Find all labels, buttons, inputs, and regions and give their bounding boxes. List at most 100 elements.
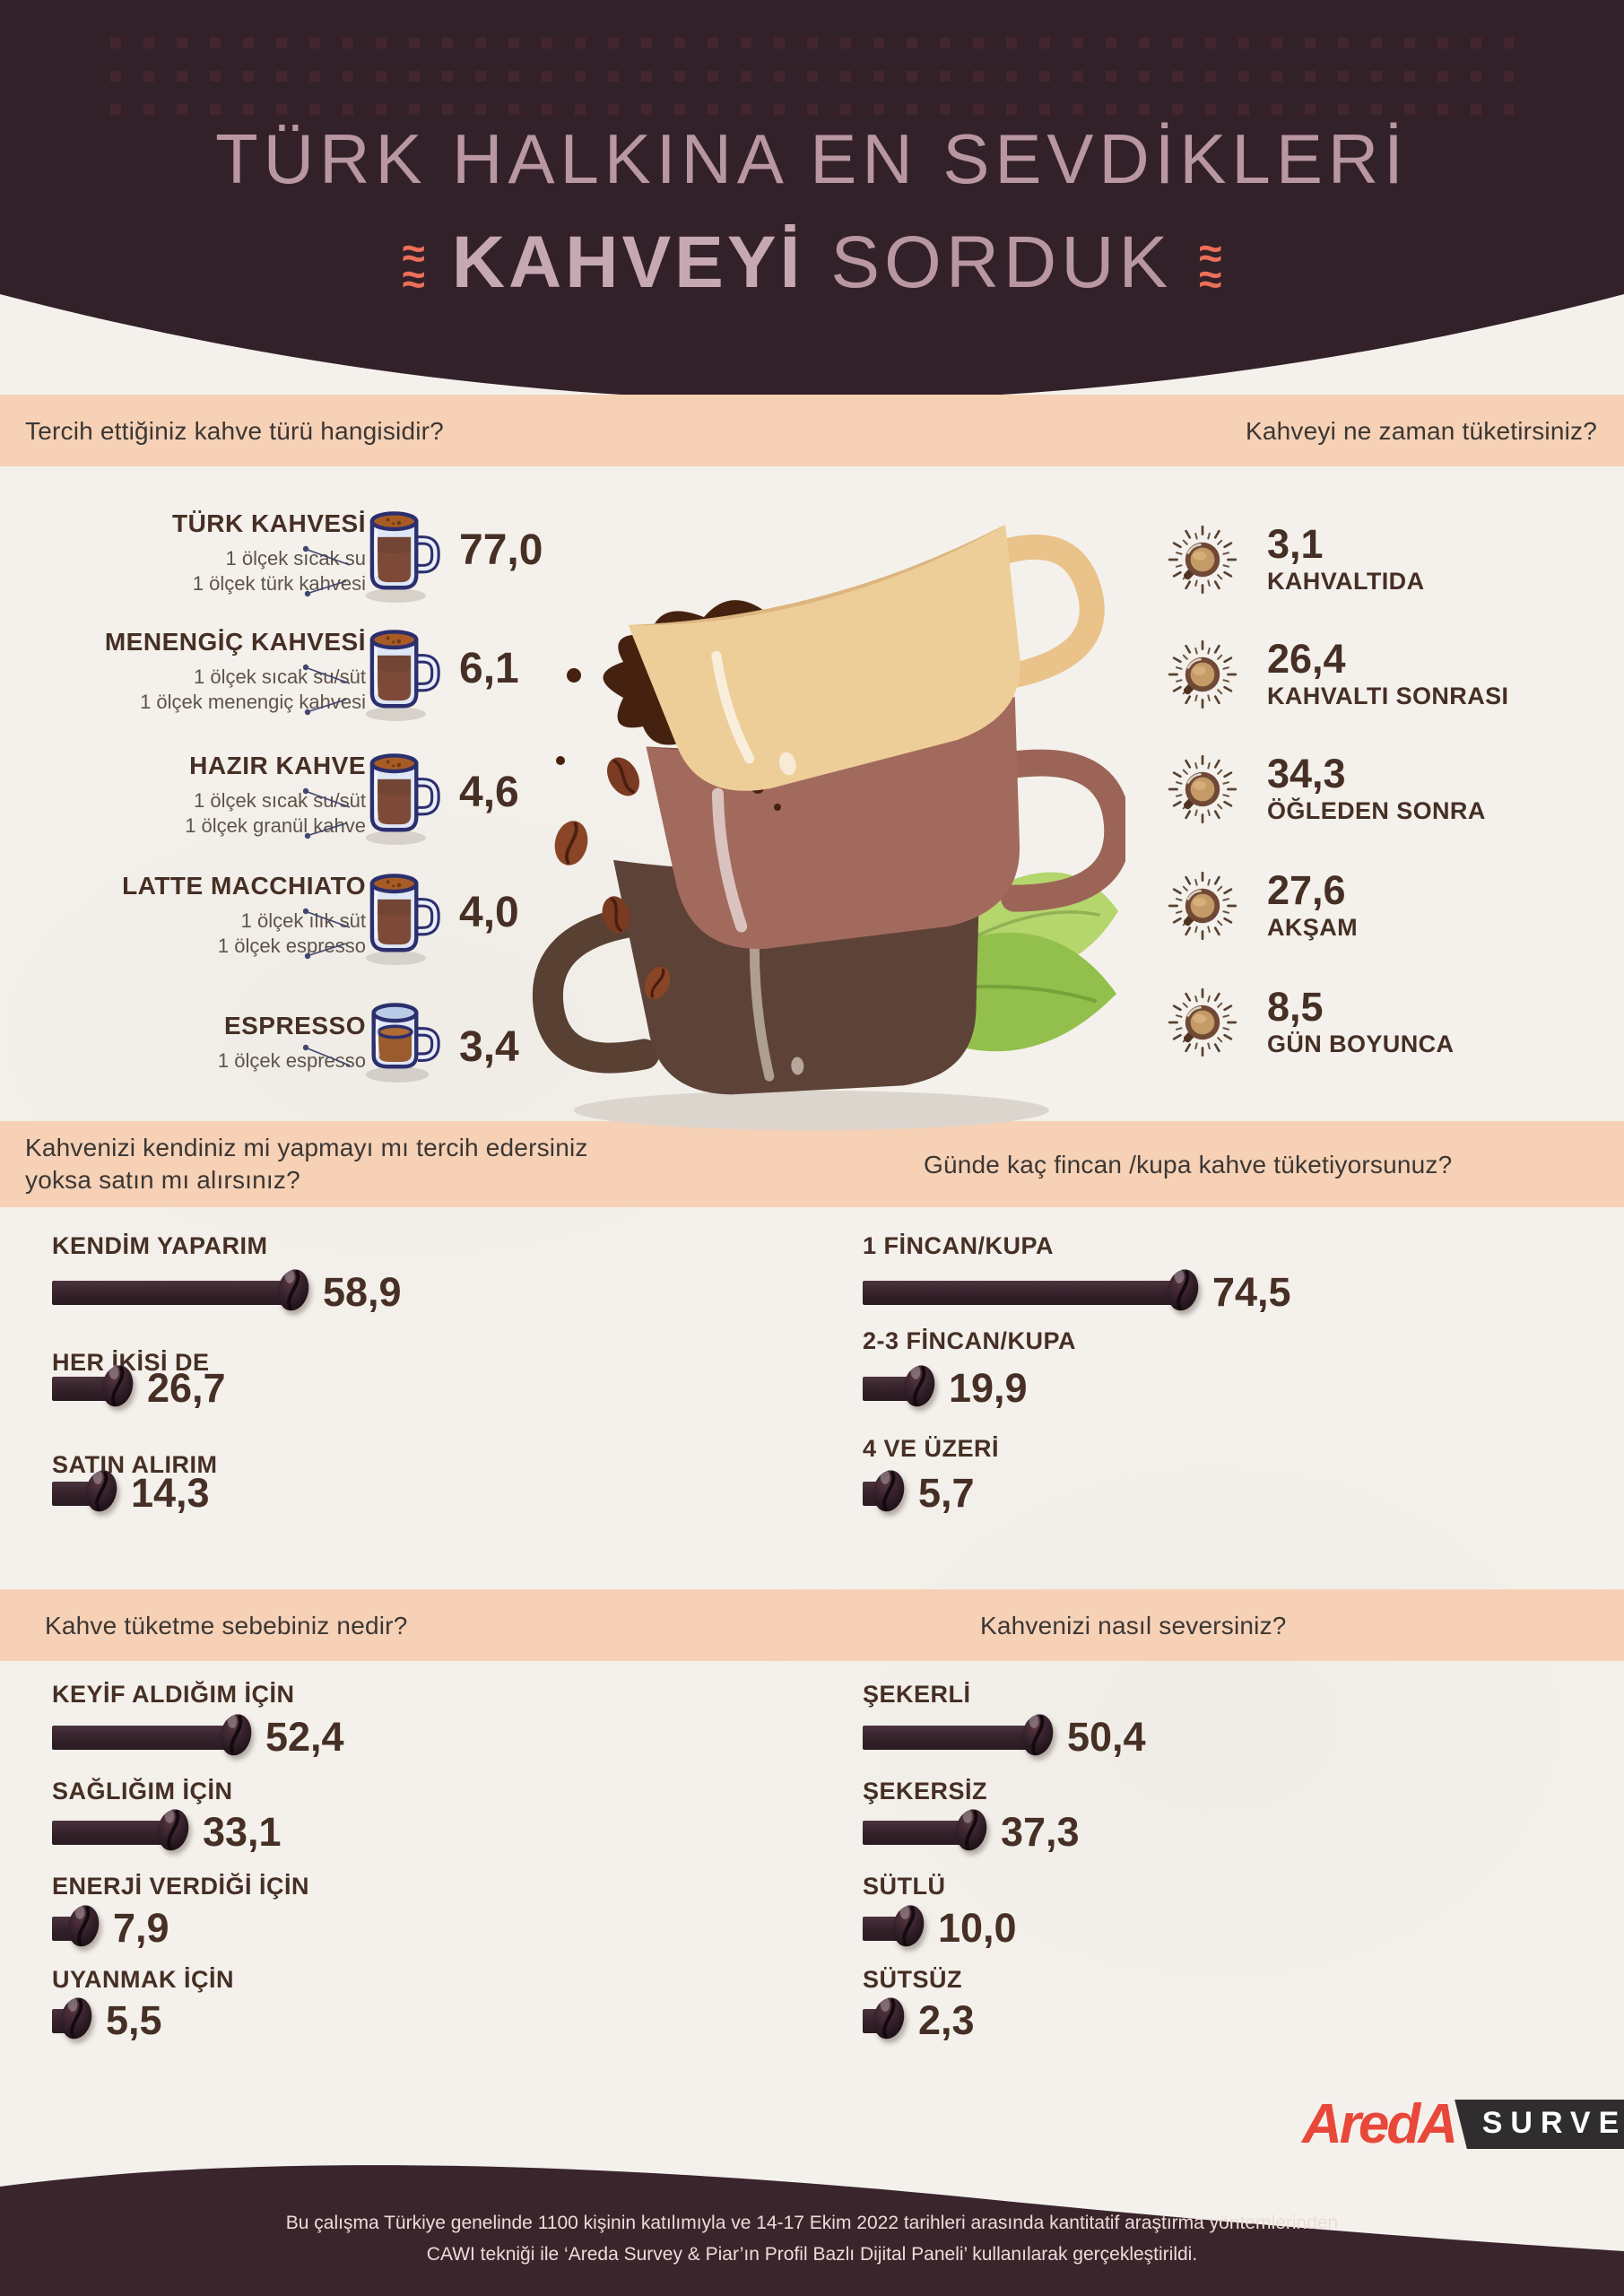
question-when: Kahveyi ne zaman tüketirsiniz? — [1246, 417, 1597, 445]
coffee-cup-top-view-icon — [1161, 748, 1244, 831]
coffee-type-value: 4,6 — [459, 769, 519, 816]
coffee-type-recipe: 1 ölçek espresso — [217, 1049, 366, 1072]
coffee-cup-top-view-icon — [1161, 633, 1244, 716]
stat-bar-row: 52,4 — [52, 1709, 344, 1765]
methodology-note-line2: CAWI tekniği ile ‘Areda Survey & Piar’ın… — [426, 2244, 1198, 2265]
header-curve — [0, 0, 1624, 401]
stat-bar-row: 10,0 — [863, 1900, 1017, 1956]
coffee-type-recipe: 1 ölçek sıcak su — [225, 547, 366, 570]
methodology-note-line1: Bu çalışma Türkiye genelinde 1100 kişini… — [285, 2213, 1339, 2233]
when-label: GÜN BOYUNCA — [1267, 1031, 1455, 1057]
coffee-type-label: MENENGİÇ KAHVESİ — [104, 628, 366, 656]
question-make-or-buy: Kahvenizi kendiniz mi yapmayı mı tercih … — [25, 1134, 588, 1194]
stat-label: ŞEKERSİZ — [863, 1778, 988, 1805]
page-title-line1: TÜRK HALKINA EN SEVDİKLERİ — [215, 119, 1409, 198]
question-band-2 — [0, 1121, 1624, 1207]
when-label: KAHVALTI SONRASI — [1267, 683, 1509, 709]
coffee-type-recipe: 1 ölçek sıcak su/süt — [194, 789, 366, 812]
stat-value: 19,9 — [949, 1365, 1028, 1411]
page-title-rest-word: SORDUK — [830, 222, 1173, 303]
coffee-bean-icon — [151, 1805, 195, 1859]
stat-value: 7,9 — [113, 1905, 169, 1951]
coffee-bean-icon — [886, 1901, 931, 1955]
coffee-bean-icon — [866, 1466, 911, 1520]
top-cup — [628, 524, 1105, 791]
footer-curve — [0, 2165, 1624, 2296]
callout-lines — [303, 1044, 351, 1066]
stat-bar-row: 26,7 — [52, 1361, 226, 1416]
stat-value: 2,3 — [918, 1997, 975, 2043]
stat-bar-row: 5,7 — [863, 1465, 975, 1521]
coffee-bean-icon — [1015, 1710, 1060, 1764]
stat-value: 58,9 — [323, 1269, 402, 1315]
coffee-mug-icon — [352, 624, 445, 725]
coffee-bean-icon — [54, 1994, 99, 2048]
stat-bar-row: 37,3 — [863, 1805, 1080, 1860]
falling-beans — [554, 757, 671, 1000]
tilde-decoration-left: ≈ ≈ — [402, 230, 425, 302]
coffee-type-label: TÜRK KAHVESİ — [171, 509, 366, 537]
when-label: ÖĞLEDEN SONRA — [1267, 797, 1486, 824]
coffee-bean-icon — [866, 1994, 911, 2048]
stat-bar-row: 5,5 — [52, 1993, 162, 2048]
stat-bar-row: 33,1 — [52, 1805, 282, 1860]
question-why: Kahve tüketme sebebiniz nedir? — [45, 1612, 408, 1639]
coffee-type-label: ESPRESSO — [223, 1012, 366, 1039]
when-label: KAHVALTIDA — [1267, 568, 1425, 595]
stat-value: 26,7 — [147, 1365, 226, 1411]
stat-bar-row: 7,9 — [52, 1900, 169, 1956]
stacked-cups-illustration — [532, 524, 1125, 1130]
coffee-type-row: MENENGİÇ KAHVESİ 1 ölçek sıcak su/süt 1 … — [18, 619, 628, 734]
stat-label: KENDİM YAPARIM — [52, 1232, 268, 1259]
coffee-bean-icon — [271, 1265, 316, 1319]
coffee-bean-icon — [61, 1901, 106, 1955]
stat-bar-row: 58,9 — [52, 1265, 402, 1320]
coffee-type-row: HAZIR KAHVE 1 ölçek sıcak su/süt 1 ölçek… — [18, 743, 628, 857]
coffee-type-label: HAZIR KAHVE — [189, 752, 366, 779]
stat-label: KEYİF ALDIĞIM İÇİN — [52, 1681, 295, 1708]
coffee-type-recipe: 1 ölçek granül kahve — [185, 814, 366, 837]
coffee-cup-top-view-icon — [1161, 981, 1244, 1064]
question-band-3 — [0, 1589, 1624, 1661]
question-band-1 — [0, 395, 1624, 466]
coffee-mug-icon — [352, 748, 445, 848]
when-row: 34,3 ÖĞLEDEN SONRA — [1161, 743, 1592, 836]
stat-value: 37,3 — [1001, 1809, 1080, 1855]
coffee-type-row: LATTE MACCHIATO 1 ölçek ılık süt 1 ölçek… — [18, 863, 628, 978]
coffee-cup-top-view-icon — [1161, 518, 1244, 601]
when-value: 26,4 — [1267, 636, 1346, 682]
page-title-bold-word: KAHVEYİ — [451, 222, 804, 303]
coffee-type-row: ESPRESSO 1 ölçek espresso 3,4 — [18, 979, 628, 1094]
stat-label: SÜTLÜ — [863, 1873, 946, 1900]
coffee-cup-top-view-icon — [1161, 865, 1244, 947]
stat-value: 5,5 — [106, 1997, 162, 2043]
when-value: 27,6 — [1267, 867, 1346, 913]
stat-bar — [863, 1280, 1184, 1305]
callout-lines — [303, 787, 351, 839]
header: TÜRK HALKINA EN SEVDİKLERİ ≈ ≈ KAHVEYİ SO… — [0, 0, 1624, 430]
coffee-type-recipe: 1 ölçek sıcak su/süt — [194, 665, 366, 688]
logo-wordmark: AredA — [1302, 2092, 1458, 2155]
coffee-bean-icon — [949, 1805, 994, 1859]
stat-value: 14,3 — [131, 1470, 210, 1516]
stat-label: SATIN ALIRIM — [52, 1451, 218, 1478]
stat-value: 5,7 — [918, 1470, 975, 1516]
stat-value: 33,1 — [203, 1809, 282, 1855]
stat-bar-row: 74,5 — [863, 1265, 1291, 1320]
areda-survey-logo: AredA SURVEY — [1302, 2093, 1624, 2155]
coffee-type-value: 3,4 — [459, 1023, 519, 1071]
stat-bar-row: 50,4 — [863, 1709, 1146, 1765]
stat-label: ENERJİ VERDİĞİ İÇİN — [52, 1873, 310, 1900]
coffee-type-value: 4,0 — [459, 889, 519, 936]
coffee-bean-icon — [1160, 1265, 1205, 1319]
stat-bar — [52, 1725, 237, 1750]
coffee-type-value: 6,1 — [459, 645, 519, 692]
callout-lines — [303, 908, 351, 960]
stat-label: ŞEKERLİ — [863, 1681, 971, 1708]
stat-value: 74,5 — [1212, 1269, 1291, 1315]
question-coffee-types: Tercih ettiğiniz kahve türü hangisidir? — [25, 417, 444, 445]
when-value: 3,1 — [1267, 521, 1324, 567]
when-row: 3,1 KAHVALTIDA — [1161, 513, 1592, 606]
stat-bar-row: 14,3 — [52, 1465, 210, 1521]
coffee-mug-icon — [352, 868, 445, 969]
